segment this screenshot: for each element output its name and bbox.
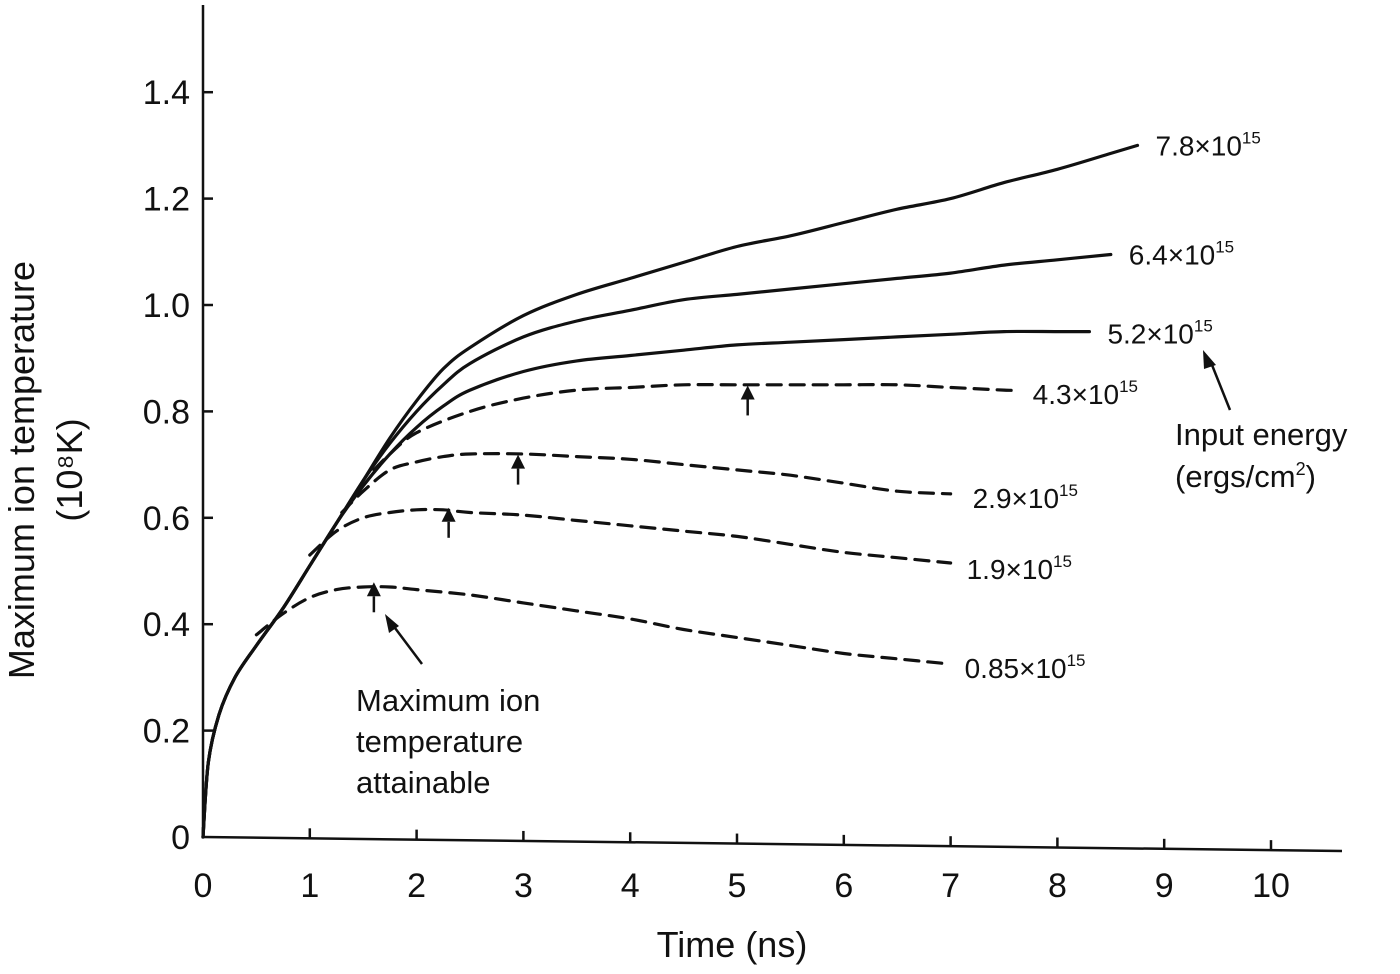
curves bbox=[201, 143, 1140, 839]
x-tick-label: 3 bbox=[514, 867, 533, 905]
series-line bbox=[308, 507, 953, 565]
series-label: 5.2×1015 bbox=[1107, 317, 1212, 350]
input-energy-arrow-line bbox=[1208, 359, 1232, 411]
y-tick-label: 1.0 bbox=[143, 287, 190, 325]
peak-marker-arrow bbox=[441, 507, 456, 538]
peak-marker-arrow bbox=[366, 582, 381, 613]
x-tick-label: 1 bbox=[300, 867, 319, 905]
x-tick-label: 10 bbox=[1252, 867, 1290, 905]
x-tick-label: 7 bbox=[941, 867, 960, 905]
x-axis-title: Time (ns) bbox=[657, 924, 808, 965]
x-tick-label: 9 bbox=[1155, 867, 1174, 905]
y-tick-label: 0.2 bbox=[143, 713, 190, 751]
ticks bbox=[201, 90, 1273, 851]
x-tick-label: 6 bbox=[834, 867, 853, 905]
y-axis-title-line-2: (10⁸K) bbox=[49, 418, 90, 521]
y-tick-label: 0.6 bbox=[143, 500, 190, 538]
max-ion-text-line-2: temperature bbox=[356, 724, 523, 759]
max-ion-arrowhead bbox=[385, 614, 399, 633]
series-line bbox=[372, 383, 1017, 472]
series-label: 4.3×1015 bbox=[1033, 377, 1138, 410]
series-label: 2.9×1015 bbox=[973, 481, 1078, 514]
series-line bbox=[340, 452, 953, 515]
series-line bbox=[201, 329, 1091, 839]
series-label: 6.4×1015 bbox=[1129, 237, 1234, 270]
y-tick-label: 0.8 bbox=[143, 393, 190, 431]
x-tick-label: 5 bbox=[728, 867, 747, 905]
input-energy-exp: 2 bbox=[1296, 459, 1306, 479]
y-tick-label: 1.4 bbox=[143, 74, 190, 112]
y-tick-label: 1.2 bbox=[143, 181, 190, 219]
max-ion-annotation: Maximum ion temperature attainable bbox=[356, 614, 540, 800]
x-tick-label: 8 bbox=[1048, 867, 1067, 905]
y-tick-label: 0.4 bbox=[143, 606, 190, 644]
max-ion-text-line-3: attainable bbox=[356, 765, 490, 800]
max-ion-text-line-1: Maximum ion bbox=[356, 683, 540, 718]
y-axis-title: Maximum ion temperature (10⁸K) bbox=[1, 261, 90, 679]
peak-marker-arrow bbox=[511, 454, 526, 485]
markers bbox=[366, 385, 755, 613]
max-ion-arrow-line bbox=[391, 623, 423, 665]
peak-marker-arrow bbox=[740, 385, 755, 416]
series-line bbox=[201, 252, 1113, 839]
tick-labels: 0 1 2 3 4 5 6 7 8 9 10 0 0.2 0.4 0.6 0.8 1.0 1.2 1.4 bbox=[143, 74, 1290, 905]
x-tick-label: 0 bbox=[194, 867, 213, 905]
x-axis-line bbox=[202, 835, 1343, 853]
series-labels: 7.8×1015 6.4×1015 5.2×1015 4.3×1015 2.9×1015… bbox=[965, 128, 1261, 684]
series-line bbox=[254, 585, 953, 666]
y-tick-label: 0 bbox=[171, 819, 190, 857]
series-label: 7.8×1015 bbox=[1156, 128, 1261, 161]
y-axis-title-line-1: Maximum ion temperature bbox=[1, 261, 42, 679]
input-energy-text-line-2: (ergs/cm2) bbox=[1175, 459, 1316, 494]
input-energy-annotation: Input energy (ergs/cm2) bbox=[1175, 350, 1348, 494]
x-tick-label: 4 bbox=[621, 867, 640, 905]
x-tick-label: 2 bbox=[407, 867, 426, 905]
input-energy-arrowhead bbox=[1203, 350, 1216, 369]
series-label: 0.85×1015 bbox=[965, 651, 1086, 684]
series-label: 1.9×1015 bbox=[967, 552, 1072, 585]
input-energy-text-line-1: Input energy bbox=[1175, 417, 1348, 452]
